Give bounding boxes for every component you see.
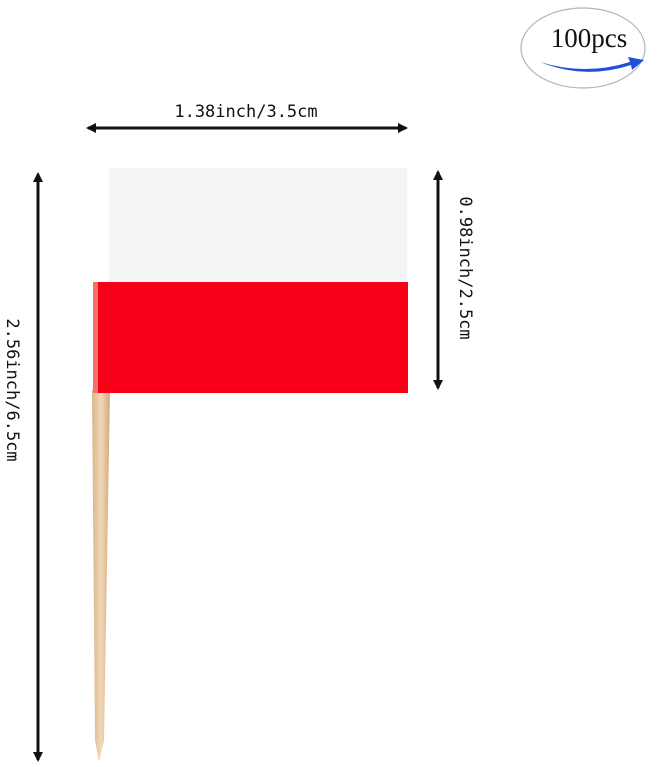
quantity-badge: 100pcs bbox=[520, 7, 646, 89]
arrow-icon bbox=[540, 57, 644, 72]
total-height-label: 2.56inch/6.5cm bbox=[2, 318, 22, 461]
toothpick-stick bbox=[92, 390, 110, 762]
quantity-label: 100pcs bbox=[551, 23, 628, 53]
flag-white-stripe bbox=[109, 168, 407, 282]
flag-red-stripe bbox=[93, 282, 408, 393]
width-label: 1.38inch/3.5cm bbox=[174, 102, 317, 122]
flag-height-label: 0.98inch/2.5cm bbox=[455, 196, 475, 339]
